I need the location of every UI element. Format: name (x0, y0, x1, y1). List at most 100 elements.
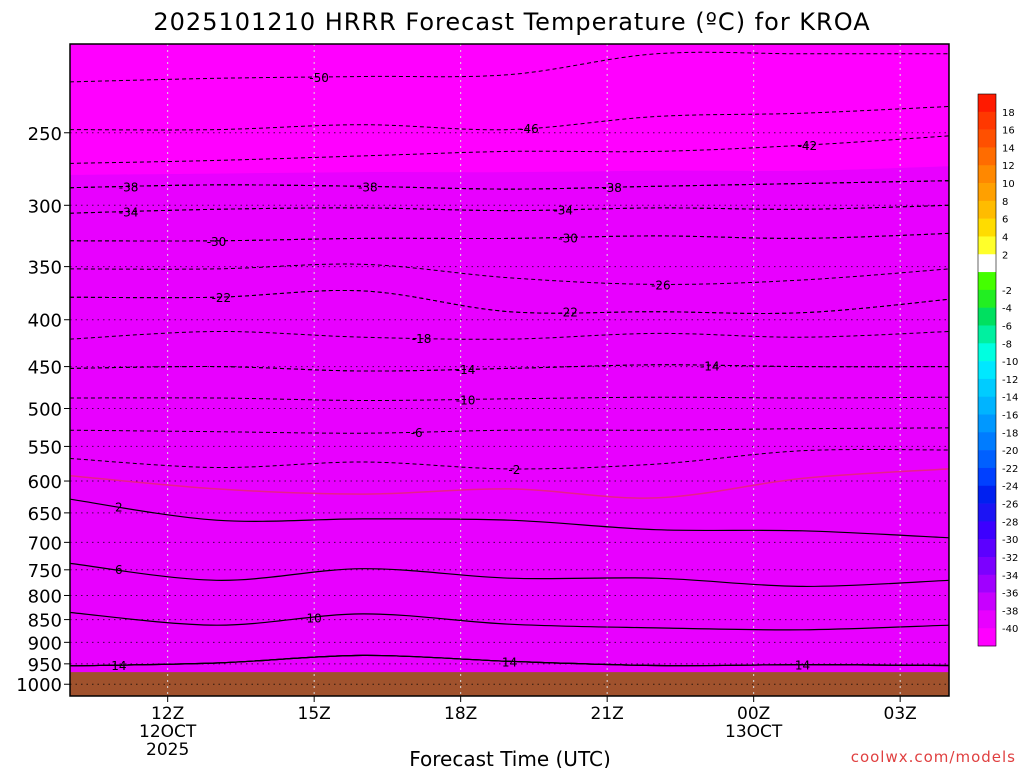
y-tick-label: 650 (28, 504, 62, 525)
legend-label: -34 (1002, 571, 1018, 582)
contour-label: -30 (558, 231, 578, 245)
contour-label: -14 (700, 359, 720, 373)
legend-swatch (978, 485, 996, 504)
contour-label: -14 (456, 363, 476, 377)
contour-label: -30 (207, 235, 227, 249)
legend-label: -36 (1002, 589, 1018, 600)
x-tick-label: 18Z (444, 704, 477, 724)
legend-label: 4 (1002, 232, 1008, 243)
solid-isotherm (70, 611, 949, 631)
legend-label: 8 (1002, 197, 1008, 208)
legend-swatch (978, 200, 996, 219)
legend-swatch (978, 307, 996, 326)
legend-label: -32 (1002, 553, 1018, 564)
legend-swatch (978, 396, 996, 415)
temperature-band (70, 166, 949, 696)
contour-label: -50 (309, 71, 329, 85)
legend-label: -2 (1002, 286, 1012, 297)
y-tick-label: 700 (28, 533, 62, 554)
legend-label: 14 (1002, 143, 1015, 154)
legend-swatch (978, 272, 996, 291)
legend-label: -16 (1002, 411, 1018, 422)
contour-label: 6 (115, 563, 123, 577)
contour-label: -38 (119, 181, 139, 195)
contour-label: -6 (411, 426, 423, 440)
legend-swatch (978, 361, 996, 380)
y-tick-label: 250 (28, 124, 62, 145)
legend-swatch (978, 147, 996, 166)
y-tick-label: 450 (28, 358, 62, 379)
contour-label: 14 (111, 659, 126, 673)
legend-swatch (978, 94, 996, 113)
x-axis-label: Forecast Time (UTC) (409, 747, 611, 768)
solid-isotherm (70, 498, 949, 539)
legend-swatch (978, 556, 996, 576)
legend-label: -38 (1002, 606, 1018, 617)
legend-swatch (978, 236, 996, 255)
legend-label: 10 (1002, 179, 1015, 190)
x-tick-year: 2025 (146, 740, 189, 760)
legend-label: -6 (1002, 321, 1012, 332)
y-tick-label: 600 (28, 472, 62, 493)
legend-label: 6 (1002, 215, 1008, 226)
legend-label: -40 (1002, 624, 1018, 635)
color-legend: 18 16 14 12 10 8 6 4 2 -2 -4 -6 -8 -10 -12 -14 -16 -18 -20… (977, 93, 1018, 647)
contour-label: 14 (502, 655, 517, 669)
legend-label: 12 (1002, 161, 1015, 172)
legend-swatch (978, 521, 996, 540)
plot-area: -50-46-42-38 -38 -38-34 -34-30 -30-26-22-22-… (70, 44, 949, 696)
contour-label: 2 (115, 500, 123, 514)
plot-frame (69, 43, 950, 697)
legend-swatch (978, 378, 996, 398)
legend-swatch (978, 610, 996, 629)
y-tick-label: 850 (28, 611, 62, 632)
contour-label: -22 (212, 291, 232, 305)
legend-label: -14 (1002, 393, 1018, 404)
y-tick-label: 750 (28, 561, 62, 582)
y-tick-label: 900 (28, 633, 62, 654)
legend-label: -30 (1002, 535, 1018, 546)
contour-label: -34 (119, 206, 139, 220)
contour-label: -38 (602, 181, 622, 195)
x-tick-label: 12Z (151, 704, 184, 724)
y-tick-label: 800 (28, 586, 62, 607)
legend-swatch (978, 467, 996, 487)
legend-label: 16 (1002, 126, 1015, 137)
x-tick-label: 03Z (884, 704, 917, 724)
legend-swatch (978, 343, 996, 362)
legend-label: -8 (1002, 339, 1012, 350)
solid-isotherm (70, 562, 949, 588)
legend-swatch (978, 111, 996, 130)
legend-swatch (978, 628, 996, 647)
dashed-isotherm (70, 289, 949, 314)
legend-swatch (978, 592, 996, 611)
legend-swatch (978, 450, 996, 469)
y-tick-label: 400 (28, 311, 62, 332)
contour-label: -26 (651, 278, 671, 292)
x-tick-label: 00Z (737, 704, 770, 724)
legend-swatch (978, 165, 996, 184)
legend-label: -20 (1002, 446, 1018, 457)
x-tick-label: 21Z (591, 704, 624, 724)
contour-label: -22 (558, 306, 578, 320)
ground-fill (70, 672, 949, 696)
solid-isotherm (70, 654, 949, 667)
legend-swatch (978, 539, 996, 558)
y-tick-label: 1000 (16, 675, 62, 696)
contour-label: -2 (508, 463, 520, 477)
legend-swatch (978, 503, 996, 522)
legend-swatch (978, 183, 996, 202)
legend-swatch (978, 414, 996, 433)
y-tick-label: 500 (28, 400, 62, 421)
legend-frame (977, 93, 997, 647)
legend-label: -18 (1002, 428, 1018, 439)
x-tick-label: 15Z (298, 704, 331, 724)
legend-swatch (978, 432, 996, 451)
legend-label: -22 (1002, 464, 1018, 475)
legend-swatch (978, 129, 996, 148)
legend-label: 2 (1002, 250, 1008, 261)
legend-swatch (978, 254, 996, 273)
contour-label: 10 (307, 612, 322, 626)
